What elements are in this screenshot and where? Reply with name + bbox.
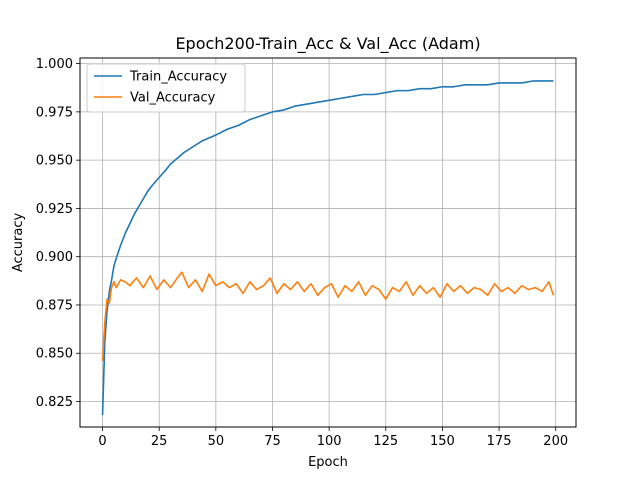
- legend-box: [86, 63, 246, 113]
- x-axis-title: Epoch: [308, 455, 348, 470]
- y-axis-title: Accuracy: [11, 213, 26, 273]
- y-tick-label: 0.825: [36, 395, 73, 410]
- legend: Train_Accuracy Val_Accuracy: [86, 63, 246, 113]
- ticks: 0 25 50 75 100 125 150 175 200 0.825 0.850 0.875 0.9…: [36, 57, 568, 449]
- series-layer: [101, 80, 555, 416]
- x-tick-label: 75: [264, 434, 281, 449]
- legend-label-val-accuracy: Val_Accuracy: [130, 91, 216, 106]
- x-tick-label: 0: [98, 434, 106, 449]
- series-line-train-accuracy: [101, 80, 554, 416]
- x-tick-label: 125: [373, 434, 398, 449]
- y-tick-label: 0.850: [36, 347, 73, 362]
- x-tick-label: 50: [208, 434, 225, 449]
- x-tick-label: 200: [543, 434, 568, 449]
- x-tick-label: 150: [430, 434, 455, 449]
- y-tick-label: 0.950: [36, 154, 73, 169]
- x-tick-label: 100: [317, 434, 342, 449]
- y-tick-label: 1.000: [36, 57, 73, 72]
- y-tick-label: 0.875: [36, 298, 73, 313]
- legend-label-train-accuracy: Train_Accuracy: [129, 70, 227, 85]
- grid: [80, 58, 576, 427]
- x-tick-label: 25: [151, 434, 168, 449]
- chart-title: Epoch200-Train_Acc & Val_Acc (Adam): [175, 34, 480, 54]
- plot-frame: [79, 57, 577, 428]
- y-tick-label: 0.975: [36, 105, 73, 120]
- y-tick-label: 0.900: [36, 250, 73, 265]
- series-line-val-accuracy: [101, 271, 555, 362]
- plot-area: [80, 58, 576, 427]
- y-tick-label: 0.925: [36, 202, 73, 217]
- x-tick-label: 175: [487, 434, 512, 449]
